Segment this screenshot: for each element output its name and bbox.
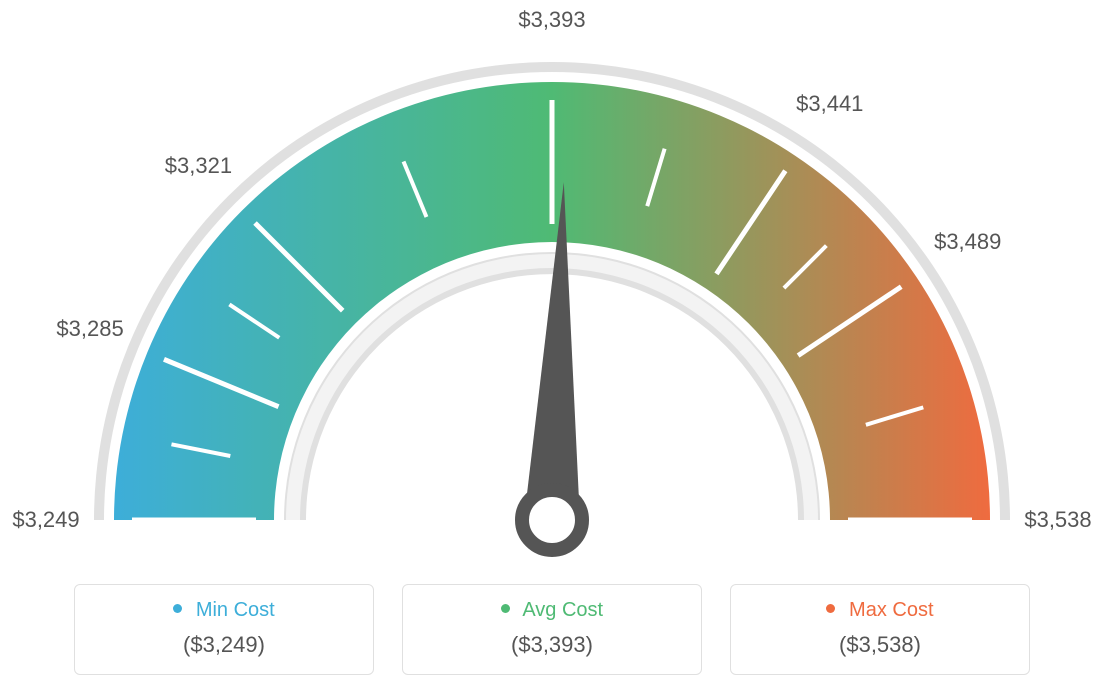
gauge-tick-label: $3,441 — [796, 91, 863, 117]
dot-icon-max — [826, 604, 835, 613]
gauge-tick-label: $3,249 — [12, 507, 79, 533]
dot-icon-avg — [501, 604, 510, 613]
legend-title-max: Max Cost — [749, 599, 1011, 622]
legend-title-avg-text: Avg Cost — [522, 599, 603, 621]
gauge-tick-label: $3,285 — [56, 316, 123, 342]
legend-title-avg: Avg Cost — [421, 599, 683, 622]
legend-card-min: Min Cost ($3,249) — [74, 584, 374, 675]
legend-value-avg: ($3,393) — [421, 632, 683, 658]
dot-icon-min — [173, 604, 182, 613]
legend-card-avg: Avg Cost ($3,393) — [402, 584, 702, 675]
gauge-tick-label: $3,538 — [1024, 507, 1091, 533]
legend-value-min: ($3,249) — [93, 632, 355, 658]
legend-row: Min Cost ($3,249) Avg Cost ($3,393) Max … — [0, 584, 1104, 675]
gauge-tick-label: $3,393 — [518, 7, 585, 33]
gauge-svg — [0, 0, 1104, 560]
legend-value-max: ($3,538) — [749, 632, 1011, 658]
legend-card-max: Max Cost ($3,538) — [730, 584, 1030, 675]
gauge-tick-label: $3,321 — [165, 153, 232, 179]
gauge-tick-label: $3,489 — [934, 229, 1001, 255]
legend-title-max-text: Max Cost — [849, 599, 933, 621]
cost-gauge: $3,249 $3,285 $3,321 $3,393 $3,441 $3,489 $3,5… — [0, 0, 1104, 560]
legend-title-min: Min Cost — [93, 599, 355, 622]
legend-title-min-text: Min Cost — [196, 599, 275, 621]
